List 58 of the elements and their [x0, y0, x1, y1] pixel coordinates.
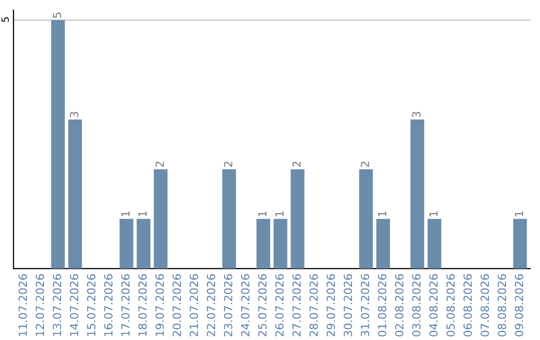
x-tick-label: 30.07.2026 [344, 274, 352, 336]
x-tick-label: 20.07.2026 [172, 274, 181, 336]
x-tick-label: 17.07.2026 [121, 274, 130, 336]
bar [428, 218, 442, 269]
data-label: 3 [70, 112, 78, 118]
x-tick-label: 08.08.2026 [498, 274, 506, 336]
bar [290, 169, 304, 269]
x-tick-label: 23.07.2026 [224, 274, 232, 336]
x-tick-label: 24.07.2026 [241, 274, 250, 336]
bar [120, 218, 134, 269]
x-tick-label: 11.07.2026 [18, 274, 27, 336]
x-tick-label: 14.07.2026 [70, 274, 78, 336]
data-label: 5 [52, 12, 62, 18]
x-tick-label: 03.08.2026 [412, 274, 421, 336]
data-label: 3 [412, 112, 421, 118]
data-label: 2 [224, 162, 232, 167]
bar [410, 120, 424, 269]
bar [513, 218, 527, 269]
data-label: 2 [292, 162, 301, 167]
x-tick-label: 25.07.2026 [258, 274, 267, 336]
bar [256, 218, 270, 269]
x-tick-label: 13.07.2026 [52, 274, 62, 336]
bar [376, 218, 390, 269]
data-label: 1 [514, 211, 524, 216]
bar [359, 169, 373, 269]
data-label: 1 [275, 211, 284, 216]
x-tick-label: 21.07.2026 [190, 274, 198, 336]
data-label: 1 [138, 211, 147, 216]
bar [51, 20, 65, 269]
x-tick-label: 18.07.2026 [138, 274, 147, 336]
data-label: 2 [155, 162, 164, 167]
x-tick-label: 16.07.2026 [104, 274, 113, 336]
x-tick-label: 05.08.2026 [446, 274, 455, 336]
bar [136, 218, 150, 269]
x-tick-label: 19.07.2026 [155, 274, 164, 336]
x-tick-label: 22.07.2026 [206, 274, 216, 336]
bar [274, 218, 288, 269]
x-tick-label: 12.07.2026 [36, 274, 44, 336]
data-label: 2 [360, 162, 370, 167]
data-label: 1 [429, 211, 438, 216]
x-tick-label: 06.08.2026 [463, 274, 472, 336]
x-tick-label: 09.08.2026 [514, 274, 524, 336]
bar [222, 169, 236, 269]
x-tick-label: 01.08.2026 [378, 274, 386, 336]
x-tick-label: 29.07.2026 [326, 274, 336, 336]
x-tick-label: 31.07.2026 [360, 274, 370, 336]
data-label: 1 [378, 211, 386, 216]
x-tick-label: 04.08.2026 [429, 274, 438, 336]
x-tick-label: 27.07.2026 [292, 274, 301, 336]
x-tick-label: 26.07.2026 [275, 274, 284, 336]
bar [154, 169, 168, 269]
x-tick-label: 07.08.2026 [480, 274, 490, 336]
x-tick-label: 15.07.2026 [87, 274, 96, 336]
bar [68, 120, 82, 269]
data-label: 1 [258, 211, 266, 216]
data-label: 1 [121, 211, 130, 216]
x-tick-label: 02.08.2026 [395, 274, 404, 336]
x-tick-label: 28.07.2026 [309, 274, 318, 336]
